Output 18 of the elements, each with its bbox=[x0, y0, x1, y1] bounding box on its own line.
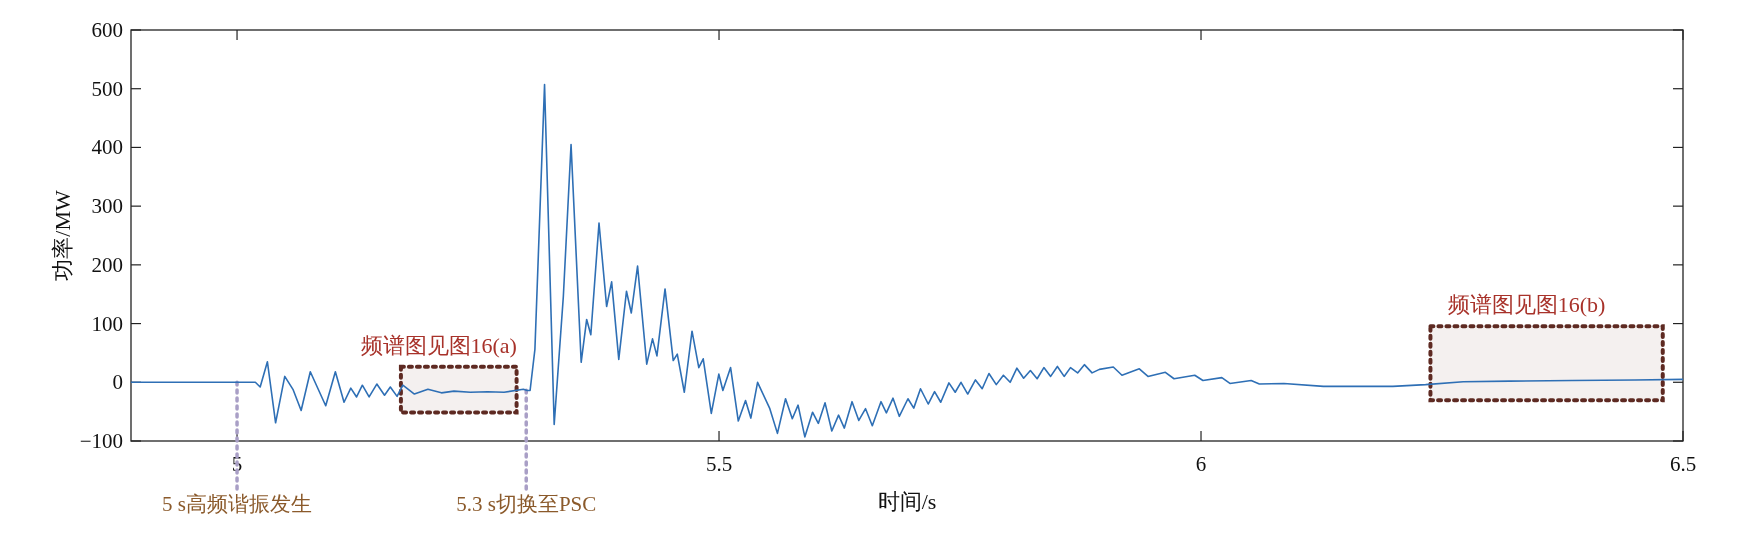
band-label: 频谱图见图16(a) bbox=[360, 332, 517, 358]
y-tick-label: 100 bbox=[91, 311, 123, 336]
band-label: 频谱图见图16(b) bbox=[1447, 292, 1606, 318]
y-tick-label: 400 bbox=[91, 135, 123, 160]
y-tick-label: −100 bbox=[79, 429, 123, 453]
y-axis-title: 功率/MW bbox=[50, 190, 75, 281]
x-tick-label: 5.5 bbox=[705, 452, 733, 476]
x-axis-title: 时间/s bbox=[877, 489, 937, 514]
x-tick-label: 6.5 bbox=[1669, 452, 1697, 476]
y-tick-label: 600 bbox=[91, 18, 123, 42]
x-tick-label: 6 bbox=[1195, 452, 1207, 476]
line-series bbox=[130, 83, 1684, 438]
ref-line-label: 5 s高频谐振发生 bbox=[162, 492, 313, 516]
y-tick-label: 0 bbox=[112, 370, 123, 395]
y-tick-label: 500 bbox=[91, 76, 123, 101]
ref-line-label: 5.3 s切换至PSC bbox=[456, 492, 597, 516]
y-tick-label: 300 bbox=[91, 194, 123, 219]
y-tick-label: 200 bbox=[91, 252, 123, 277]
